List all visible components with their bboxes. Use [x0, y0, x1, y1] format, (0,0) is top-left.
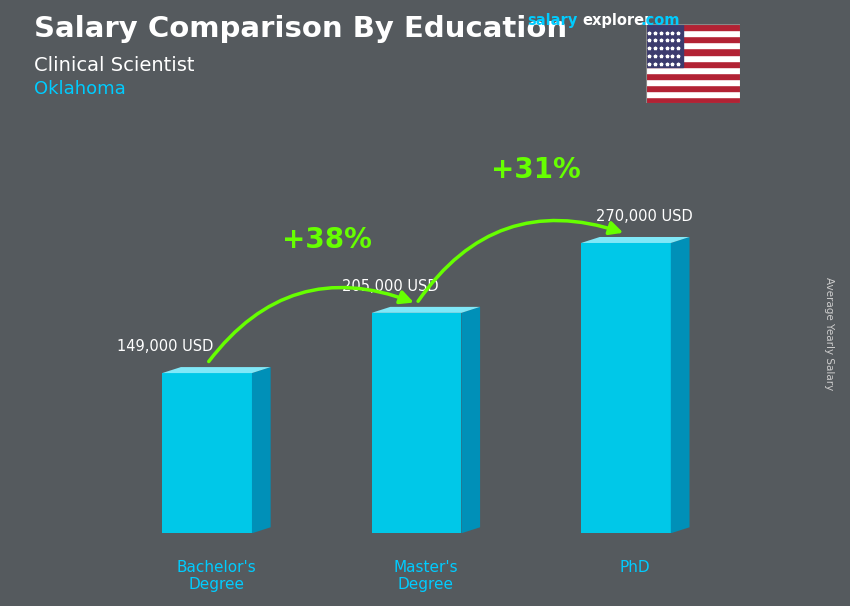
Text: 149,000 USD: 149,000 USD	[117, 339, 213, 354]
Text: salary: salary	[527, 13, 577, 28]
Bar	[646, 24, 683, 67]
Text: Salary Comparison By Education: Salary Comparison By Education	[34, 15, 567, 43]
Bar	[646, 79, 740, 85]
Polygon shape	[162, 373, 252, 533]
Text: PhD: PhD	[620, 560, 650, 575]
Text: Clinical Scientist: Clinical Scientist	[34, 56, 195, 75]
Bar	[646, 30, 740, 36]
Bar	[646, 36, 740, 42]
Polygon shape	[371, 313, 462, 533]
Bar	[646, 24, 740, 30]
Bar	[646, 73, 740, 79]
Bar	[646, 55, 740, 61]
Bar	[646, 61, 740, 67]
Polygon shape	[252, 367, 270, 533]
Bar	[646, 67, 740, 73]
Text: explorer: explorer	[582, 13, 652, 28]
Text: Average Yearly Salary: Average Yearly Salary	[824, 277, 834, 390]
Text: Oklahoma: Oklahoma	[34, 80, 126, 98]
Text: +38%: +38%	[282, 225, 371, 253]
Polygon shape	[581, 243, 671, 533]
Polygon shape	[581, 237, 689, 243]
Bar	[646, 85, 740, 91]
Text: Bachelor's
Degree: Bachelor's Degree	[177, 560, 257, 592]
Text: Master's
Degree: Master's Degree	[394, 560, 458, 592]
Bar	[646, 97, 740, 103]
Polygon shape	[462, 307, 480, 533]
Text: +31%: +31%	[491, 156, 581, 184]
Bar	[646, 42, 740, 48]
Polygon shape	[162, 367, 270, 373]
Text: 270,000 USD: 270,000 USD	[596, 208, 693, 224]
Bar	[646, 91, 740, 97]
Polygon shape	[671, 237, 689, 533]
Polygon shape	[371, 307, 480, 313]
Bar	[646, 48, 740, 55]
Text: .com: .com	[641, 13, 680, 28]
Text: 205,000 USD: 205,000 USD	[342, 279, 439, 293]
